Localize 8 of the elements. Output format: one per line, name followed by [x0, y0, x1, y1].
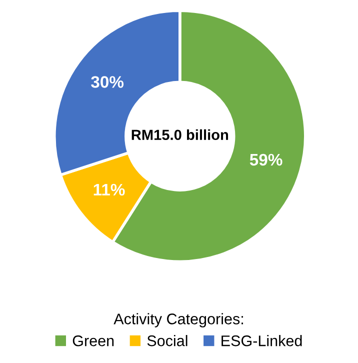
- legend-label: Social: [147, 335, 188, 346]
- data-label: 30%: [91, 76, 124, 88]
- legend-label: ESG-Linked: [222, 335, 302, 346]
- legend-label: Green: [72, 335, 114, 346]
- text: RM15.0 billion: [132, 129, 228, 140]
- legend-title: Activity Categories:: [114, 313, 243, 328]
- data-label: 59%: [250, 154, 282, 166]
- data-label: 11%: [94, 184, 125, 196]
